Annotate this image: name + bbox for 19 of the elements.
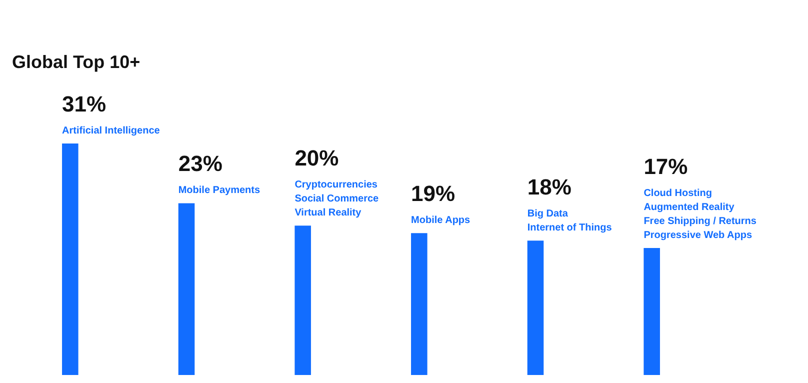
bar <box>62 143 78 375</box>
x-tick-label: Artificial Intelligence <box>62 125 160 136</box>
bar <box>294 226 311 375</box>
bar <box>178 203 195 375</box>
chart-title: Global Top 10+ <box>12 52 140 72</box>
data-label: 31% <box>62 91 106 116</box>
x-tick-label: Mobile Payments <box>178 185 260 196</box>
data-label: 18% <box>527 174 572 200</box>
bar <box>527 240 544 375</box>
x-tick-label: Mobile Apps <box>411 215 471 226</box>
x-tick-label: Cloud Hosting Augmented Reality Free Shipping / Returns Progressive Web Apps <box>644 188 757 242</box>
x-tick-label: Big Data Internet of Things <box>527 208 612 234</box>
bar <box>644 248 660 375</box>
data-label: 19% <box>411 181 456 206</box>
data-label: 23% <box>178 151 222 176</box>
bar <box>411 233 428 375</box>
x-tick-label: Cryptocurrencies Social Commerce Virtual Reality <box>294 180 380 219</box>
data-label: 17% <box>644 154 688 180</box>
data-label: 20% <box>294 146 339 171</box>
